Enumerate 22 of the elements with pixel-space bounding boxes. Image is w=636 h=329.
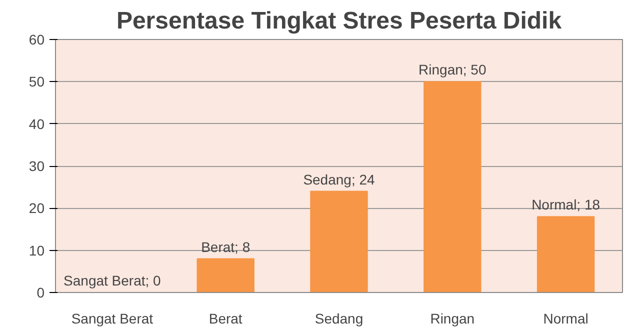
data-label: Ringan; 50 [418, 62, 486, 78]
data-label: Sedang; 24 [303, 171, 376, 188]
y-tick-label: 30 [28, 158, 45, 174]
data-label: Sangat Berat; 0 [64, 272, 162, 288]
x-tick-label: Berat [208, 310, 242, 326]
x-tick-label: Sangat Berat [71, 310, 154, 326]
x-tick-label: Sedang [314, 310, 364, 326]
y-tick-label: 40 [28, 116, 45, 132]
data-label: Berat; 8 [201, 238, 250, 255]
x-tick-label: Normal [543, 310, 588, 326]
bar [310, 190, 368, 292]
y-tick-label: 50 [28, 74, 45, 90]
chart-title: Persentase Tingkat Stres Peserta Didik [116, 8, 562, 34]
y-tick-label: 20 [28, 200, 45, 216]
bar [424, 81, 482, 292]
bar [196, 258, 254, 292]
y-tick-label: 10 [28, 242, 45, 258]
y-tick-label: 0 [36, 284, 45, 300]
bar [536, 216, 595, 292]
y-tick-label: 60 [28, 32, 45, 48]
data-label: Normal; 18 [532, 196, 600, 213]
x-tick-label: Ringan [430, 310, 475, 326]
